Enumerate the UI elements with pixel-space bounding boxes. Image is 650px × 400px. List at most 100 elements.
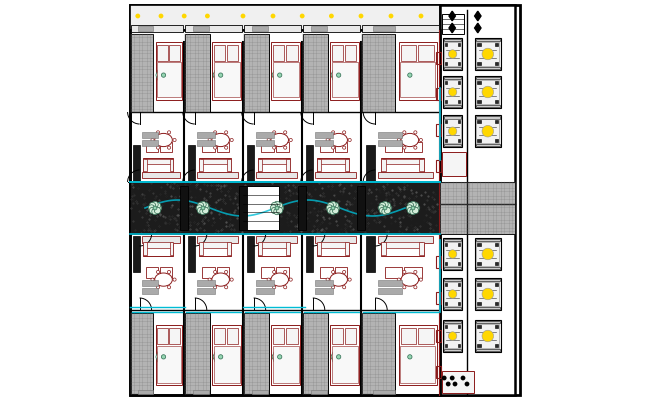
Circle shape [202, 207, 209, 214]
Circle shape [343, 270, 346, 274]
Bar [445, 344, 447, 347]
Circle shape [156, 353, 163, 360]
Bar [256, 280, 274, 286]
Bar [495, 43, 499, 46]
Bar [495, 302, 499, 305]
Bar [170, 242, 174, 255]
Bar [200, 159, 229, 164]
Circle shape [283, 131, 287, 134]
Bar [477, 302, 480, 305]
Bar [144, 159, 147, 171]
Circle shape [403, 270, 406, 274]
Circle shape [278, 73, 282, 77]
Circle shape [272, 72, 280, 79]
Circle shape [408, 207, 413, 214]
Circle shape [406, 68, 413, 75]
Bar [474, 320, 501, 352]
Circle shape [326, 205, 333, 211]
Circle shape [482, 125, 493, 137]
Bar [156, 42, 182, 100]
Circle shape [406, 349, 413, 356]
Circle shape [412, 202, 419, 209]
Circle shape [348, 278, 351, 281]
Ellipse shape [401, 273, 419, 286]
Circle shape [465, 382, 469, 386]
Circle shape [406, 357, 413, 364]
Bar [476, 242, 499, 266]
Circle shape [276, 202, 283, 209]
Circle shape [403, 131, 406, 134]
Bar [474, 278, 501, 310]
Bar [419, 328, 434, 344]
Bar [272, 42, 300, 100]
Bar [443, 115, 462, 147]
Circle shape [448, 88, 457, 96]
Bar [366, 236, 375, 272]
Circle shape [156, 72, 163, 79]
Bar [272, 325, 300, 385]
Bar [443, 320, 462, 352]
Circle shape [389, 14, 393, 18]
Bar [318, 159, 348, 164]
Ellipse shape [212, 133, 229, 146]
Bar [188, 145, 195, 181]
Bar [444, 144, 462, 146]
Bar [130, 30, 440, 395]
Bar [258, 242, 262, 255]
Circle shape [214, 350, 222, 358]
Bar [332, 44, 343, 61]
Bar [442, 371, 474, 393]
Bar [193, 390, 209, 394]
Bar [381, 158, 424, 172]
Circle shape [214, 356, 222, 363]
Bar [214, 328, 225, 344]
Circle shape [152, 201, 158, 208]
Circle shape [283, 286, 287, 289]
Bar [256, 172, 298, 178]
Bar [495, 325, 499, 328]
Circle shape [267, 278, 270, 281]
Circle shape [230, 138, 233, 142]
Bar [436, 292, 441, 304]
Bar [185, 34, 210, 112]
Bar [400, 44, 416, 61]
Bar [477, 120, 480, 123]
Bar [180, 186, 188, 230]
Circle shape [448, 50, 457, 58]
Bar [157, 62, 181, 98]
Bar [495, 81, 499, 84]
Bar [400, 62, 435, 98]
Bar [444, 67, 462, 69]
Bar [495, 344, 499, 347]
Circle shape [214, 270, 216, 274]
Bar [345, 328, 356, 344]
Circle shape [162, 350, 170, 358]
Circle shape [482, 330, 493, 342]
Bar [315, 172, 356, 178]
Bar [315, 236, 356, 243]
Circle shape [154, 207, 161, 214]
Ellipse shape [271, 273, 289, 286]
Bar [381, 241, 424, 256]
Bar [315, 140, 333, 146]
Bar [144, 158, 174, 172]
Bar [477, 243, 480, 246]
Bar [156, 325, 182, 385]
Circle shape [162, 74, 170, 82]
Bar [436, 366, 441, 378]
Bar [258, 241, 291, 256]
Circle shape [275, 206, 279, 210]
Bar [216, 267, 229, 278]
Bar [185, 314, 210, 394]
Circle shape [378, 205, 385, 211]
Bar [306, 236, 313, 272]
Bar [444, 239, 462, 241]
Circle shape [240, 14, 246, 18]
Bar [458, 43, 460, 46]
Circle shape [279, 74, 286, 82]
Circle shape [408, 73, 412, 77]
Circle shape [384, 207, 391, 214]
Bar [476, 282, 499, 306]
Circle shape [339, 353, 346, 360]
Circle shape [276, 68, 283, 75]
